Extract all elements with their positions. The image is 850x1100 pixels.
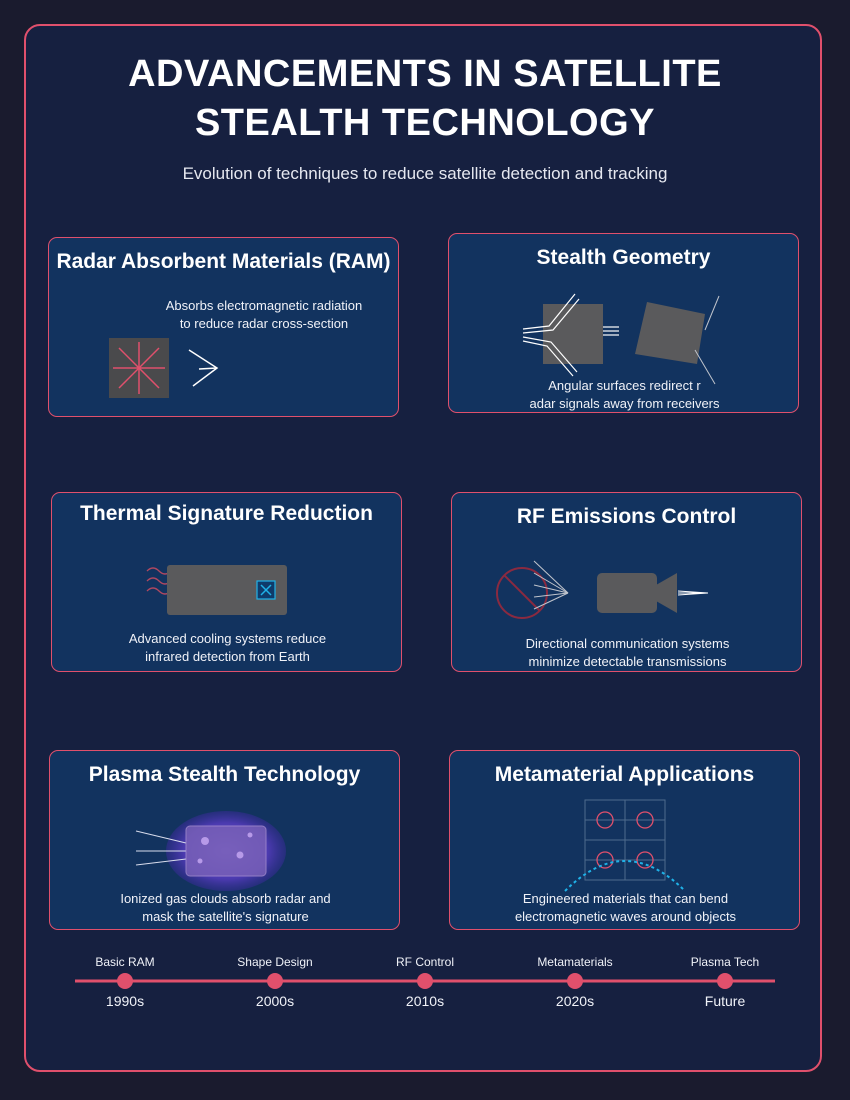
ionized-particle-icon	[197, 832, 253, 864]
tilted-panel-icon	[635, 302, 705, 364]
card-rf-emissions-control: RF Emissions Control Directional communi…	[451, 492, 802, 672]
desc-line-2: to reduce radar cross-section	[179, 316, 349, 331]
plasma-illustration	[135, 811, 286, 891]
card-radar-absorbent-materials: Radar Absorbent Materials (RAM) Absorbs …	[48, 237, 399, 417]
timeline-event-label: Plasma Tech	[690, 955, 760, 969]
desc-line-1: Advanced cooling systems reduce	[128, 631, 327, 646]
card-description: Directional communication systems minimi…	[452, 635, 801, 671]
card-title: RF Emissions Control	[516, 505, 737, 528]
bent-wave-icon	[564, 860, 686, 892]
angular-satellite-icon	[543, 304, 603, 364]
satellite-body-icon	[167, 565, 287, 615]
ram-illustration	[109, 338, 219, 398]
card-title: Plasma Stealth Technology	[88, 763, 361, 786]
title-line-2: STEALTH TECHNOLOGY	[194, 102, 656, 144]
page-subtitle: Evolution of techniques to reduce satell…	[182, 164, 668, 183]
desc-line-2: mask the satellite's signature	[142, 909, 309, 924]
card-stealth-geometry: Stealth Geometry Angular surfaces redire…	[448, 233, 799, 413]
card-title: Metamaterial Applications	[494, 763, 755, 786]
card-description: Engineered materials that can bend elect…	[450, 890, 799, 926]
desc-line-1: Engineered materials that can bend	[522, 891, 729, 906]
card-description: Angular surfaces redirect r adar signals…	[449, 377, 798, 412]
timeline-event-year: 2020s	[555, 993, 595, 1009]
desc-line-1: Angular surfaces redirect r	[548, 378, 701, 393]
timeline-event-label: Metamaterials	[537, 955, 613, 969]
timeline-event-year: 2010s	[405, 993, 445, 1009]
rf-illustration	[496, 560, 709, 619]
card-title: Thermal Signature Reduction	[80, 502, 373, 525]
page-title: ADVANCEMENTS IN SATELLITE STEALTH TECHNO…	[25, 50, 825, 148]
timeline-event-label: Basic RAM	[95, 955, 155, 969]
desc-line-2: infrared detection from Earth	[145, 649, 310, 664]
deflected-signal-icon	[522, 293, 619, 377]
omnidirectional-signal-icon	[533, 560, 569, 610]
thermal-illustration	[146, 565, 287, 615]
resonator-ring-icon	[596, 811, 654, 869]
metamaterial-illustration	[564, 799, 686, 892]
desc-line-2: electromagnetic waves around objects	[514, 909, 737, 924]
desc-line-1: Ionized gas clouds absorb radar and	[120, 891, 331, 906]
card-thermal-signature-reduction: Thermal Signature Reduction Advanced coo…	[51, 492, 402, 672]
reflected-ray-icon	[704, 295, 720, 331]
absorption-starburst-icon	[113, 342, 165, 394]
timeline-event-label: RF Control	[395, 955, 454, 969]
timeline-event-year: Future	[704, 993, 746, 1009]
cooling-cross-icon	[260, 584, 272, 596]
incoming-radar-icon	[135, 830, 187, 866]
card-plasma-stealth-technology: Plasma Stealth Technology Ionized gas cl…	[49, 750, 400, 930]
desc-line-2: adar signals away from receivers	[529, 396, 720, 411]
timeline-event-year: 2000s	[255, 993, 295, 1009]
timeline-event-label: Shape Design	[237, 955, 313, 969]
desc-line-1: Absorbs electromagnetic radiation	[165, 298, 363, 313]
timeline-event-year: 1990s	[105, 993, 145, 1009]
no-broadcast-icon	[496, 567, 548, 619]
card-metamaterial-applications: Metamaterial Applications Engineered mat…	[449, 750, 800, 930]
directional-antenna-satellite-icon	[597, 573, 657, 613]
desc-line-2: minimize detectable transmissions	[528, 654, 727, 669]
title-line-1: ADVANCEMENTS IN SATELLITE	[128, 53, 722, 95]
card-title: Stealth Geometry	[536, 246, 711, 269]
directional-beam-icon	[677, 590, 709, 596]
card-title: Radar Absorbent Materials (RAM)	[56, 250, 391, 273]
desc-line-1: Directional communication systems	[525, 636, 730, 651]
card-description: Absorbs electromagnetic radiation to red…	[149, 297, 379, 333]
geometry-illustration	[522, 293, 720, 385]
card-description: Ionized gas clouds absorb radar and mask…	[50, 890, 399, 926]
card-description: Advanced cooling systems reduce infrared…	[52, 630, 401, 666]
satellite-body-icon	[185, 825, 267, 877]
